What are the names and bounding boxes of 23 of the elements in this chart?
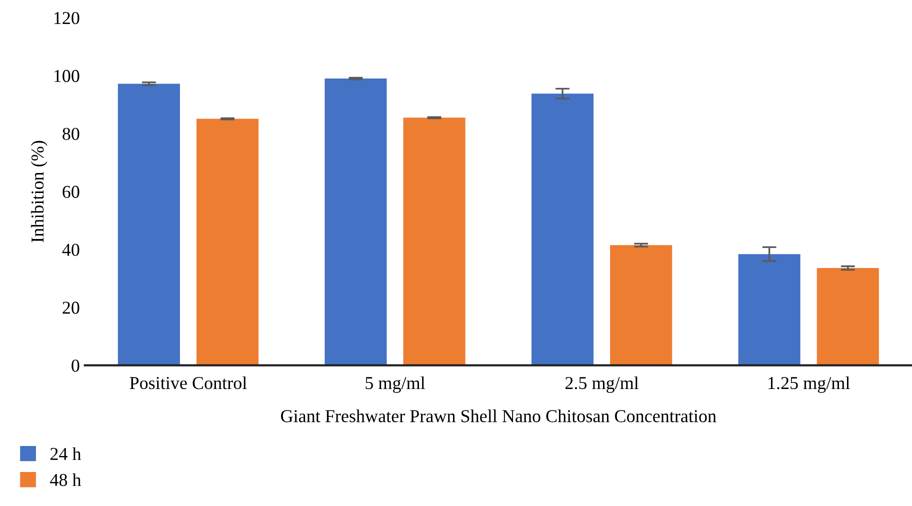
bar bbox=[610, 245, 672, 366]
y-tick-label: 20 bbox=[62, 302, 80, 314]
legend-label: 24 h bbox=[50, 447, 82, 460]
bar bbox=[196, 118, 259, 366]
bar bbox=[324, 78, 387, 366]
bar bbox=[738, 254, 800, 366]
y-tick-label: 0 bbox=[72, 360, 80, 372]
bar bbox=[531, 94, 594, 366]
y-tick-label: 100 bbox=[54, 70, 80, 82]
x-tick-label: 5 mg/ml bbox=[366, 376, 425, 393]
bar bbox=[816, 268, 879, 366]
x-tick-label: Positive Control bbox=[130, 376, 247, 390]
legend-label: 48 h bbox=[50, 473, 82, 486]
bar bbox=[118, 84, 180, 366]
x-axis-title: Giant Freshwater Prawn Shell Nano Chitosan Concentration bbox=[281, 410, 716, 422]
x-tick-label: 1.25 mg/ml bbox=[768, 376, 850, 393]
y-tick-label: 40 bbox=[62, 244, 80, 256]
y-tick-label: 120 bbox=[54, 12, 80, 24]
y-tick-label: 80 bbox=[62, 128, 80, 140]
x-tick-label: 2.5 mg/ml bbox=[565, 376, 639, 393]
y-axis-title: Inhibition (%) bbox=[30, 140, 48, 242]
bar bbox=[403, 118, 466, 366]
y-tick-label: 60 bbox=[62, 186, 80, 198]
